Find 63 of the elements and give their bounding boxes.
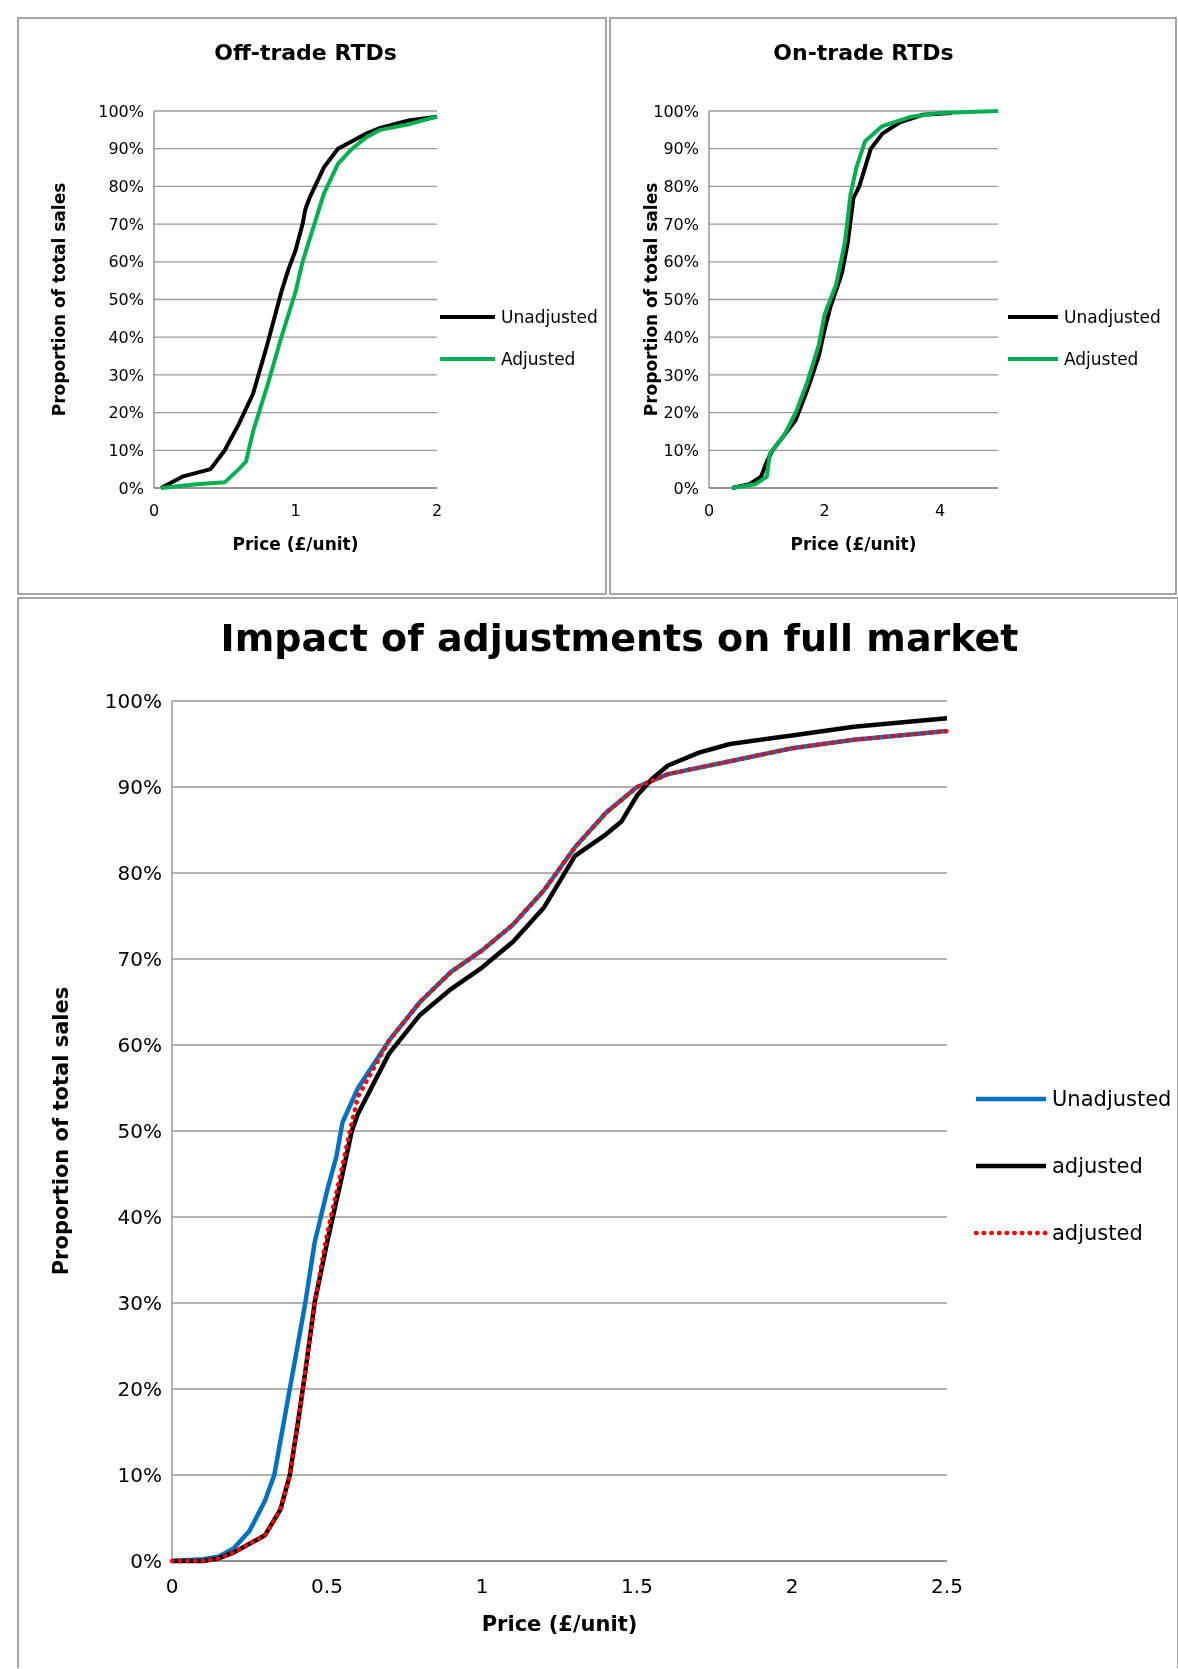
- x-tick-label: 2.5: [931, 1574, 963, 1598]
- y-tick-label: 90%: [117, 775, 162, 799]
- y-tick-label: 100%: [98, 101, 144, 121]
- x-tick-label: 1.5: [621, 1574, 653, 1598]
- x-tick-label: 0: [148, 501, 160, 520]
- chart-title: Impact of adjustments on full market: [220, 616, 1019, 660]
- y-tick-label: 50%: [663, 290, 699, 310]
- y-tick-label: 100%: [653, 101, 699, 121]
- y-tick-label: 80%: [663, 177, 699, 196]
- y-tick-label: 30%: [663, 365, 699, 385]
- legend-label: Unadjusted: [1052, 1087, 1172, 1112]
- y-tick-label: 60%: [117, 1033, 162, 1057]
- y-tick-label: 70%: [117, 947, 162, 971]
- y-tick-label: 60%: [108, 252, 144, 272]
- y-axis-title: Proportion of total sales: [641, 182, 661, 417]
- x-tick-label: 0: [703, 501, 715, 520]
- chart-title: Off-trade RTDs: [214, 40, 397, 65]
- legend-label: adjusted: [1052, 1221, 1143, 1246]
- y-tick-label: 10%: [117, 1463, 162, 1487]
- y-tick-label: 80%: [117, 861, 162, 885]
- y-tick-label: 0%: [130, 1549, 162, 1573]
- y-tick-label: 40%: [108, 327, 144, 347]
- x-tick-label: 0: [165, 1574, 179, 1598]
- x-axis-title: Price (£/unit): [481, 1612, 638, 1636]
- x-tick-label: 2: [819, 501, 830, 520]
- y-tick-label: 0%: [118, 478, 144, 498]
- y-tick-label: 20%: [663, 403, 699, 423]
- y-tick-label: 40%: [663, 327, 699, 347]
- y-tick-label: 50%: [117, 1119, 162, 1143]
- y-tick-label: 100%: [104, 689, 162, 713]
- legend-label: Adjusted: [1064, 348, 1139, 369]
- y-tick-label: 70%: [663, 214, 699, 234]
- line-series: [159, 114, 439, 490]
- y-tick-label: 90%: [108, 139, 144, 159]
- line-series: [730, 109, 1000, 490]
- y-tick-label: 20%: [117, 1377, 162, 1401]
- legend-label: adjusted: [1052, 1154, 1143, 1179]
- y-tick-label: 50%: [108, 290, 144, 310]
- x-tick-label: 1: [290, 501, 301, 520]
- chart-title: On-trade RTDs: [773, 40, 954, 65]
- y-tick-label: 60%: [663, 252, 699, 272]
- y-tick-label: 90%: [663, 139, 699, 159]
- x-axis-title: Price (£/unit): [790, 534, 917, 554]
- y-tick-label: 10%: [663, 440, 699, 460]
- legend-label: Adjusted: [501, 348, 576, 369]
- y-tick-label: 70%: [108, 214, 144, 234]
- y-tick-label: 40%: [117, 1205, 162, 1229]
- y-axis-title: Proportion of total sales: [49, 182, 69, 417]
- x-tick-label: 4: [935, 501, 946, 520]
- x-axis-title: Price (£/unit): [232, 534, 359, 554]
- y-tick-label: 20%: [108, 403, 144, 423]
- y-tick-label: 0%: [673, 478, 699, 498]
- y-tick-label: 10%: [108, 440, 144, 460]
- x-tick-label: 0.5: [311, 1574, 343, 1598]
- y-tick-label: 80%: [108, 177, 144, 196]
- legend-label: Unadjusted: [501, 306, 598, 327]
- y-tick-label: 30%: [117, 1291, 162, 1315]
- y-tick-label: 30%: [108, 365, 144, 385]
- x-tick-label: 1: [475, 1574, 489, 1598]
- x-tick-label: 2: [785, 1574, 799, 1598]
- x-tick-label: 2: [431, 501, 443, 520]
- y-axis-title: Proportion of total sales: [49, 986, 73, 1276]
- legend-label: Unadjusted: [1064, 306, 1161, 327]
